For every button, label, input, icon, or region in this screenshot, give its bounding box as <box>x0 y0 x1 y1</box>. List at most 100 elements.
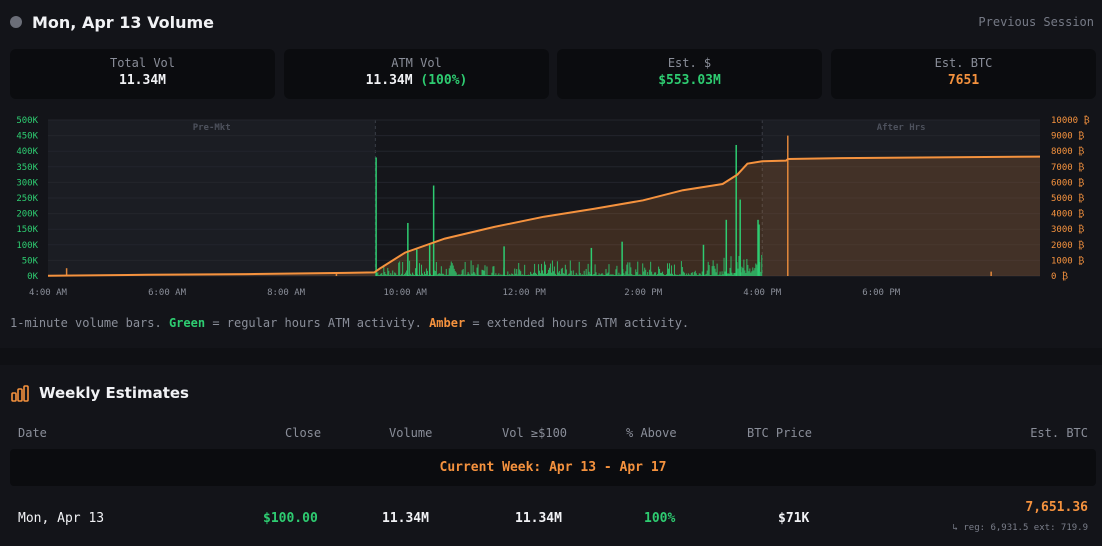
volume-bar <box>493 266 495 276</box>
volume-bar <box>640 274 642 276</box>
volume-bar <box>534 263 536 276</box>
volume-bar <box>389 275 391 276</box>
volume-bar <box>677 275 679 276</box>
volume-bar <box>490 275 492 276</box>
volume-bar <box>727 273 729 276</box>
volume-bar <box>528 274 530 276</box>
volume-bar <box>385 274 387 276</box>
volume-bar <box>708 265 710 276</box>
stat-value: 7651 <box>947 73 980 88</box>
volume-bar <box>434 271 436 276</box>
volume-bar <box>409 260 411 276</box>
volume-bar <box>545 273 547 276</box>
volume-bar <box>701 271 703 276</box>
volume-bar <box>464 261 466 276</box>
volume-bar <box>742 268 744 276</box>
previous-session-link[interactable]: Previous Session <box>978 15 1094 29</box>
volume-bar <box>731 272 733 276</box>
volume-bar <box>565 269 567 276</box>
volume-bar <box>606 273 608 276</box>
volume-bar <box>524 264 526 276</box>
volume-bar <box>737 268 739 276</box>
volume-bar <box>700 275 702 276</box>
volume-bar <box>416 249 418 276</box>
volume-bar <box>593 273 595 276</box>
volume-bar <box>579 273 581 276</box>
volume-bar <box>559 274 561 276</box>
volume-bar <box>539 270 541 276</box>
volume-bar <box>403 274 405 276</box>
volume-bar <box>601 273 603 276</box>
volume-bar <box>587 263 589 276</box>
volume-bar <box>668 268 669 276</box>
volume-bar <box>590 247 593 276</box>
volume-bar <box>462 269 464 276</box>
current-week-band: Current Week: Apr 13 - Apr 17 <box>10 449 1096 486</box>
volume-bar <box>423 271 425 276</box>
volume-bar <box>540 273 542 276</box>
volume-bar <box>720 275 722 276</box>
volume-bar <box>501 274 503 276</box>
volume-bar <box>551 260 553 276</box>
volume-bar <box>612 274 614 276</box>
col-header-est-btc: Est. BTC <box>1030 426 1088 440</box>
x-tick-label: 6:00 PM <box>862 288 901 298</box>
volume-bar <box>693 272 695 276</box>
legend-prefix: 1-minute volume bars. <box>10 316 162 330</box>
volume-bar <box>656 275 658 276</box>
volume-bar <box>716 263 718 276</box>
volume-bar <box>375 157 377 276</box>
volume-bar <box>649 269 651 276</box>
row-close: $100.00 <box>263 511 318 526</box>
session-label: After Hrs <box>877 123 926 133</box>
volume-bar <box>513 275 515 276</box>
left-tick-label: 150K <box>16 225 38 235</box>
volume-bar <box>480 275 482 276</box>
stat-label: ATM Vol <box>391 56 442 70</box>
volume-bar <box>495 273 497 276</box>
volume-bar <box>467 272 469 276</box>
volume-bar <box>449 265 451 276</box>
volume-bar <box>519 269 521 276</box>
volume-bar <box>654 272 656 276</box>
right-tick-label: 0 ₿ <box>1051 271 1068 282</box>
volume-bar <box>380 273 382 276</box>
volume-bar <box>668 263 670 276</box>
volume-bar <box>401 273 403 276</box>
volume-bar <box>630 267 632 276</box>
volume-bar <box>531 273 533 276</box>
extended-volume-bar <box>990 271 992 276</box>
volume-bar <box>629 262 631 276</box>
volume-bar <box>553 266 555 276</box>
bar-chart-icon <box>11 384 29 402</box>
volume-bar <box>460 274 462 276</box>
volume-bar <box>667 263 669 276</box>
volume-bar <box>454 271 456 276</box>
volume-bar <box>655 272 657 276</box>
volume-bar <box>682 271 684 276</box>
right-tick-label: 1000 ₿ <box>1051 255 1084 266</box>
volume-bar <box>563 273 565 276</box>
volume-bar <box>422 274 424 276</box>
volume-bar <box>711 266 713 276</box>
volume-bar <box>427 275 429 276</box>
volume-bar <box>537 275 539 276</box>
volume-bar <box>558 270 560 276</box>
volume-bar <box>687 273 689 276</box>
volume-bar <box>445 268 447 276</box>
volume-bar <box>643 271 645 276</box>
volume-bar <box>684 275 686 276</box>
x-tick-label: 10:00 AM <box>383 288 427 298</box>
volume-bar <box>718 274 720 276</box>
volume-bar <box>471 273 473 276</box>
volume-bar <box>575 272 577 276</box>
volume-bar <box>547 269 549 276</box>
right-tick-label: 8000 ₿ <box>1051 146 1084 157</box>
volume-bar <box>748 271 750 276</box>
volume-bar <box>436 274 438 276</box>
volume-bar <box>483 270 485 276</box>
volume-bar <box>688 274 690 276</box>
stat-atm-vol: ATM Vol 11.34M (100%) <box>284 49 549 99</box>
volume-bar <box>564 264 566 276</box>
row-btc-price: $71K <box>778 511 810 526</box>
